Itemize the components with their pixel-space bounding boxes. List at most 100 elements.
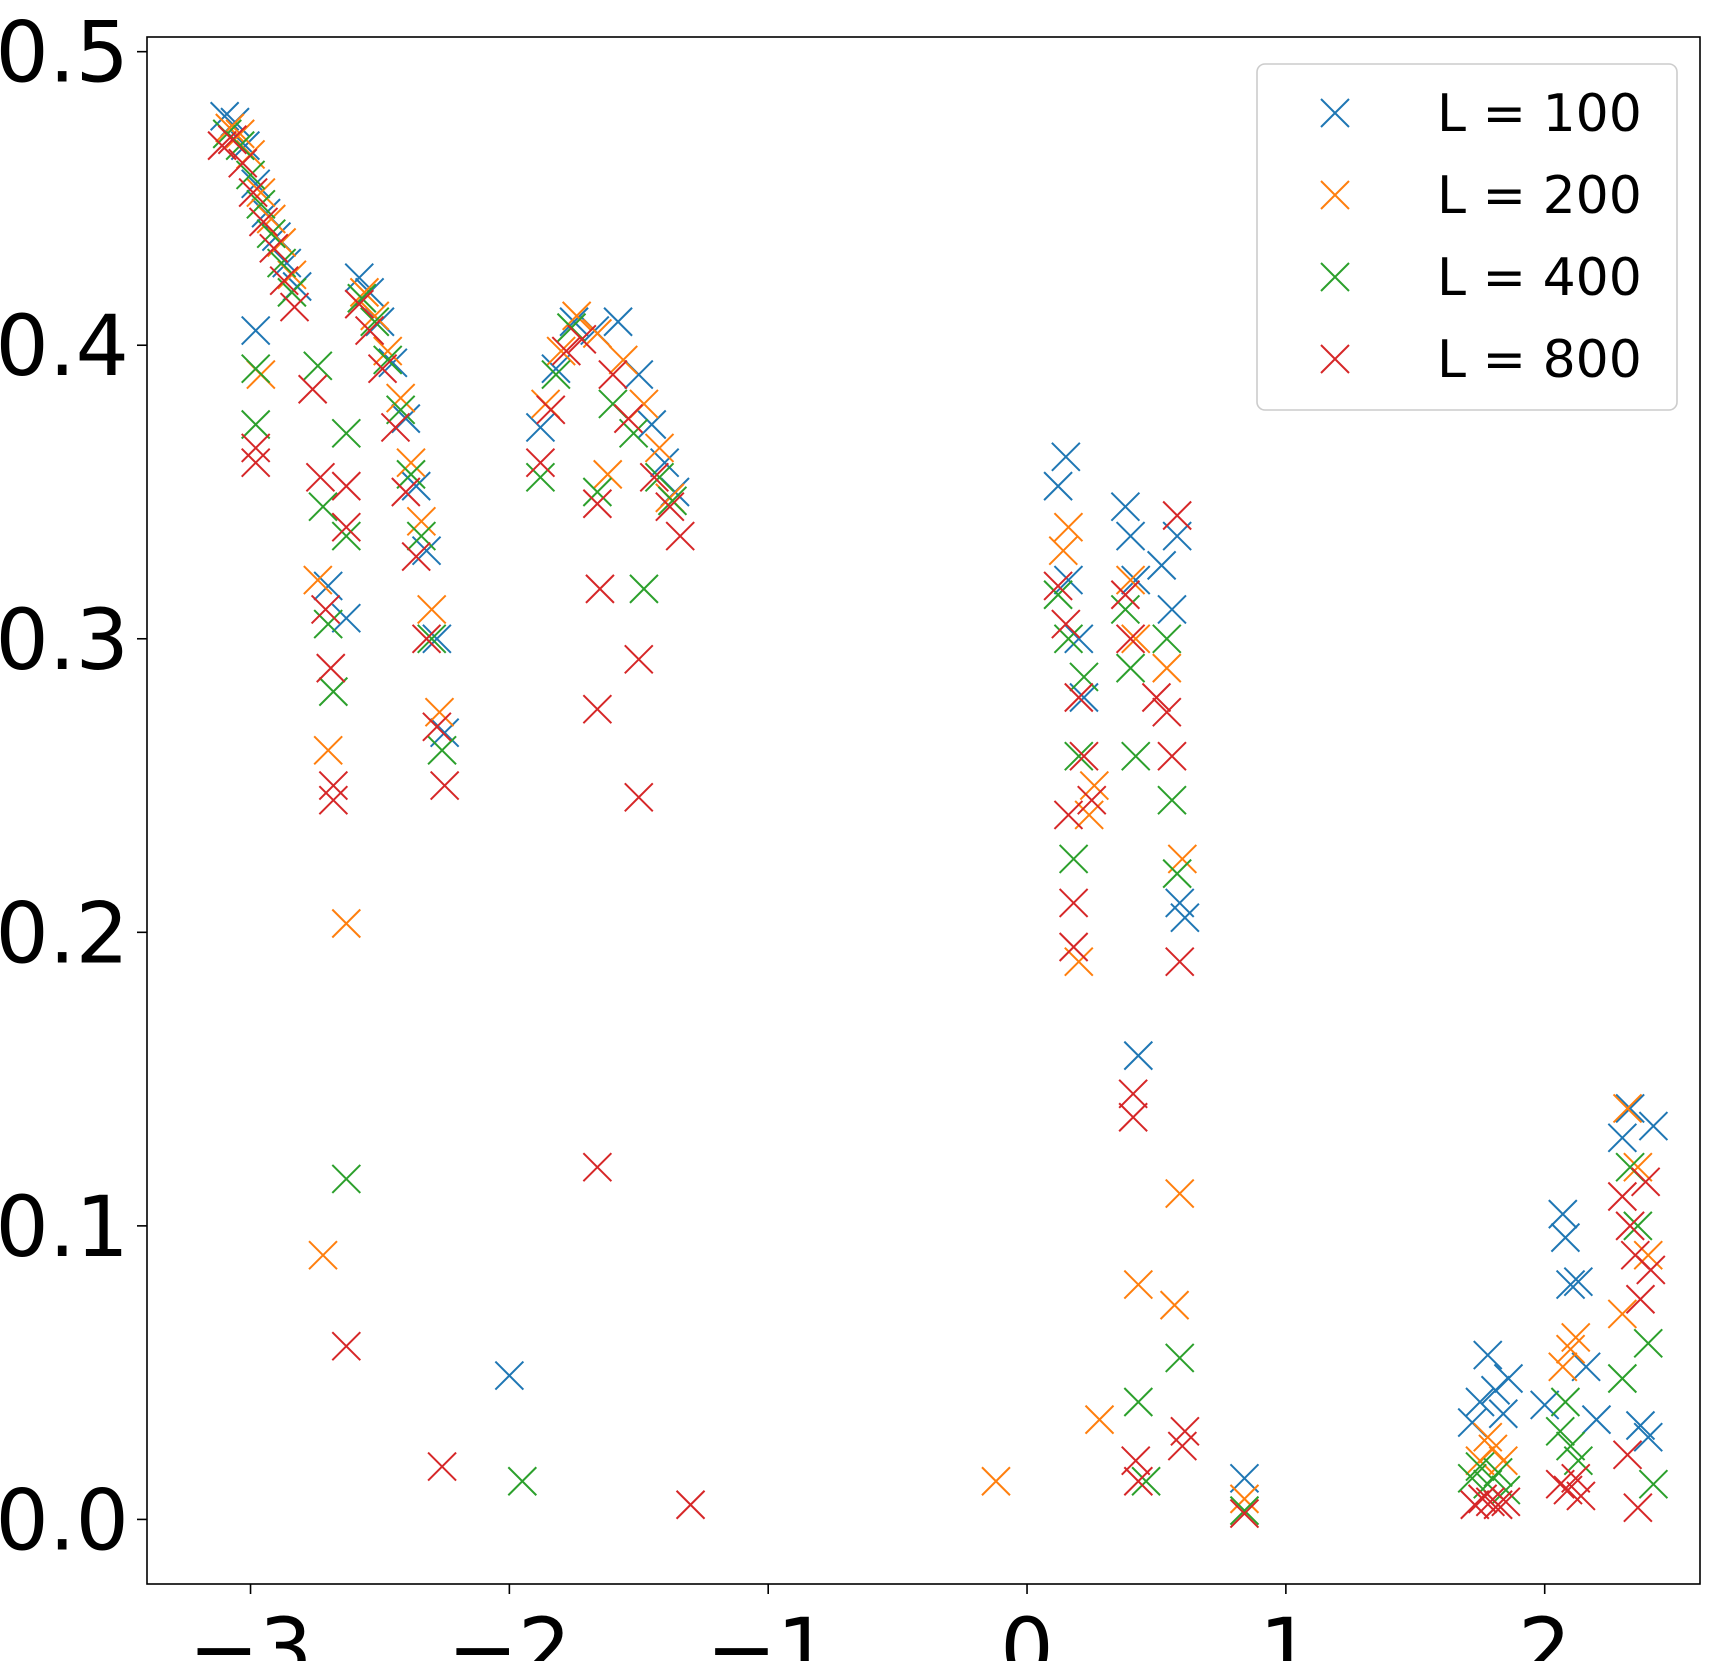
data-point xyxy=(1561,1463,1591,1494)
data-point xyxy=(1079,770,1110,801)
data-point xyxy=(629,574,659,604)
y-tick-label: 0.5 xyxy=(0,4,129,102)
data-point xyxy=(241,447,271,478)
data-point xyxy=(561,301,592,331)
data-point xyxy=(1110,491,1141,522)
data-point xyxy=(1053,800,1084,830)
data-point xyxy=(279,292,310,322)
data-point xyxy=(644,433,675,463)
data-point xyxy=(1157,741,1187,771)
data-point xyxy=(582,694,613,724)
data-point xyxy=(567,324,597,355)
data-point xyxy=(305,462,336,493)
legend-label: L = 200 xyxy=(1437,166,1642,226)
data-point xyxy=(1053,512,1084,542)
data-point xyxy=(396,447,426,478)
data-point xyxy=(1636,1255,1666,1285)
data-point xyxy=(331,1164,362,1194)
data-point xyxy=(1115,624,1146,654)
data-point xyxy=(429,770,460,801)
data-point xyxy=(1157,594,1187,625)
data-point xyxy=(1623,1492,1653,1523)
data-point xyxy=(1152,624,1182,654)
data-point xyxy=(1615,1093,1645,1124)
data-point xyxy=(585,574,615,604)
data-point xyxy=(1545,1469,1575,1499)
data-point xyxy=(422,712,452,742)
data-point xyxy=(1623,1211,1653,1241)
data-point xyxy=(331,471,362,501)
legend-marker xyxy=(1320,344,1350,374)
data-point xyxy=(1167,1431,1198,1461)
data-point xyxy=(1043,571,1073,601)
data-point xyxy=(318,770,349,801)
data-point xyxy=(378,348,408,378)
data-point xyxy=(297,374,328,404)
data-point xyxy=(559,307,589,337)
data-point xyxy=(675,1490,706,1520)
x-tick-label: 2 xyxy=(1518,1600,1571,1661)
data-point xyxy=(1043,471,1073,501)
data-point xyxy=(331,908,362,939)
data-point xyxy=(507,1466,538,1496)
data-point xyxy=(1563,1266,1594,1297)
data-point xyxy=(331,418,362,448)
data-point xyxy=(1069,682,1099,713)
data-point xyxy=(241,433,271,463)
data-point xyxy=(1064,741,1094,771)
data-point xyxy=(1123,1269,1154,1300)
data-point xyxy=(536,395,566,425)
data-point xyxy=(1555,1431,1586,1461)
data-point xyxy=(644,462,675,493)
data-point xyxy=(310,594,341,625)
data-point xyxy=(1483,1457,1513,1488)
y-tick-label: 0.3 xyxy=(0,591,129,689)
data-point xyxy=(1548,1199,1578,1229)
data-point xyxy=(1121,741,1151,771)
data-point xyxy=(525,447,556,478)
data-point xyxy=(1623,1152,1653,1182)
data-point xyxy=(331,512,362,542)
data-point xyxy=(1561,1322,1591,1353)
data-point xyxy=(1162,521,1192,551)
data-point xyxy=(225,119,255,149)
data-point xyxy=(331,603,362,633)
data-point xyxy=(593,459,623,490)
data-point xyxy=(308,1240,338,1270)
data-point xyxy=(1491,1487,1521,1517)
data-point xyxy=(1152,653,1182,683)
y-axis: 0.0 0.1 0.2 0.3 0.4 0.5 xyxy=(0,4,147,1569)
data-point xyxy=(494,1360,525,1391)
data-point xyxy=(1633,1240,1663,1270)
data-point xyxy=(429,718,460,748)
x-tick-label: −3 xyxy=(189,1600,313,1661)
data-point xyxy=(303,351,333,381)
data-point xyxy=(1493,1363,1524,1394)
data-point xyxy=(1483,1490,1513,1520)
data-point xyxy=(1121,565,1151,595)
data-point xyxy=(427,1451,457,1482)
data-point xyxy=(1131,1466,1161,1496)
data-point xyxy=(1465,1387,1495,1417)
data-point xyxy=(639,462,670,493)
data-point xyxy=(318,676,349,707)
data-markers xyxy=(207,101,1669,1529)
data-point xyxy=(344,289,374,319)
data-point xyxy=(1058,932,1089,962)
data-point xyxy=(1545,1416,1575,1447)
data-point xyxy=(318,785,349,815)
data-point xyxy=(422,624,452,654)
data-point xyxy=(241,315,271,346)
data-point xyxy=(582,1152,613,1182)
data-point xyxy=(1638,1111,1669,1141)
data-point xyxy=(1633,1328,1663,1358)
data-point xyxy=(1162,500,1192,531)
data-point xyxy=(354,315,385,346)
data-point xyxy=(391,477,421,507)
data-point xyxy=(1152,697,1182,727)
data-point xyxy=(1607,1181,1638,1212)
data-point xyxy=(424,697,455,727)
data-point xyxy=(373,336,403,366)
data-point xyxy=(1550,1387,1581,1417)
data-point xyxy=(259,233,289,264)
